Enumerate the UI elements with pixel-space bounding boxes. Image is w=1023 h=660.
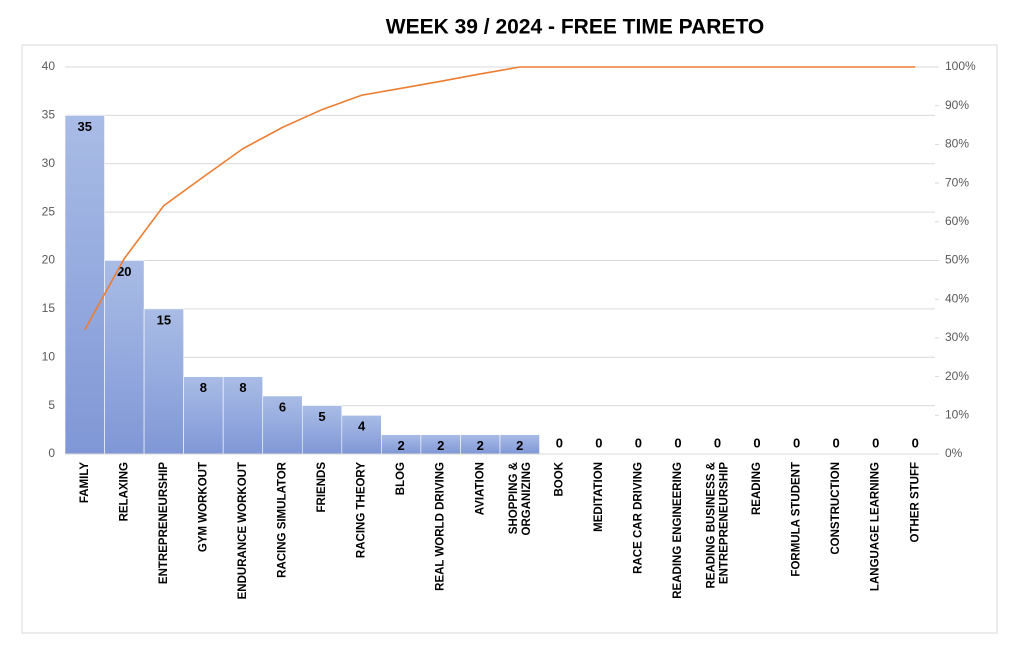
data-label: 2	[477, 438, 484, 453]
x-tick-label: SHOPPING &ORGANIZING	[508, 462, 533, 536]
y2-tick-label: 10%	[945, 407, 969, 421]
line	[84, 66, 916, 331]
data-label: 8	[239, 380, 246, 395]
y2-tick-label: 30%	[945, 330, 969, 344]
x-tick-label: OTHER STUFF	[909, 462, 921, 543]
y-tick-label: 25	[42, 204, 56, 218]
data-label: 0	[833, 435, 840, 450]
bar	[222, 376, 264, 455]
data-label: 20	[117, 264, 131, 279]
data-label: 4	[358, 419, 366, 434]
data-label: 0	[793, 435, 800, 450]
y2-tick-label: 100%	[945, 59, 976, 73]
x-tick-label: RACE CAR DRIVING	[632, 462, 644, 574]
y2-tick-label: 60%	[945, 214, 969, 228]
x-tick-label: REAL WORLD DRIVING	[435, 462, 447, 591]
y-tick-label: 15	[42, 301, 56, 315]
data-label: 8	[200, 380, 207, 395]
bar	[64, 115, 105, 455]
data-label: 2	[398, 438, 405, 453]
chart-border	[21, 44, 998, 634]
x-tick-label: MEDITATION	[593, 462, 605, 532]
bar	[301, 405, 343, 455]
chart-title: WEEK 39 / 2024 - FREE TIME PARETO	[386, 16, 764, 39]
y-tick-label: 35	[42, 108, 56, 122]
data-label: 15	[157, 312, 171, 327]
x-tick-label: RACING SIMULATOR	[277, 461, 289, 578]
data-label: 2	[437, 438, 444, 453]
data-label: 5	[318, 409, 325, 424]
x-tick-label: BLOG	[395, 462, 407, 495]
x-tick-label: LANGUAGE LEARNING	[870, 462, 882, 591]
bar	[341, 414, 382, 455]
x-tick-label: READING	[751, 462, 763, 515]
x-tick-label: ENTREPRENEURSHIP	[158, 462, 170, 584]
y2-tick-label: 90%	[945, 98, 969, 112]
y2-tick-label: 20%	[945, 369, 969, 383]
data-label: 0	[872, 435, 879, 450]
bar	[104, 260, 145, 455]
y-tick-label: 30	[42, 156, 56, 170]
y2-tick-label: 70%	[945, 175, 969, 189]
y2-tick-label: 80%	[945, 137, 969, 151]
data-label: 35	[78, 119, 92, 134]
y-tick-label: 5	[48, 398, 55, 412]
x-tick-label: FRIENDS	[316, 462, 328, 513]
x-tick-label: RACING THEORY	[356, 462, 368, 558]
x-tick-label: ENDURANCE WORKOUT	[237, 462, 249, 599]
data-label: 0	[714, 435, 721, 450]
x-tick-label: FAMILY	[79, 462, 91, 503]
y2-tick-label: 40%	[945, 291, 969, 305]
data-label: 2	[516, 438, 523, 453]
bar	[262, 395, 303, 455]
y-tick-label: 40	[42, 59, 56, 73]
bar	[183, 376, 224, 455]
x-tick-label: FORMULA STUDENT	[791, 462, 803, 577]
x-tick-label: RELAXING	[118, 462, 130, 521]
data-label: 0	[595, 435, 602, 450]
x-tick-label: BOOK	[553, 461, 565, 496]
y2-tick-label: 0%	[945, 446, 963, 460]
y-tick-label: 0	[48, 446, 55, 460]
data-label: 6	[279, 399, 286, 414]
data-label: 0	[635, 435, 642, 450]
x-tick-label: CONSTRUCTION	[830, 462, 842, 555]
bar	[143, 308, 184, 455]
y-tick-label: 20	[42, 253, 56, 267]
data-label: 0	[753, 435, 760, 450]
x-tick-label: GYM WORKOUT	[197, 462, 209, 552]
x-tick-label: AVIATION	[474, 462, 486, 515]
data-label: 0	[912, 435, 919, 450]
y2-tick-label: 50%	[945, 253, 969, 267]
data-label: 0	[674, 435, 681, 450]
y-tick-label: 10	[42, 349, 56, 363]
x-tick-label: READING ENGINEERING	[672, 462, 684, 599]
data-label: 0	[556, 435, 563, 450]
x-tick-label: READING BUSINESS &ENTREPRENEURSHIP	[706, 462, 731, 589]
